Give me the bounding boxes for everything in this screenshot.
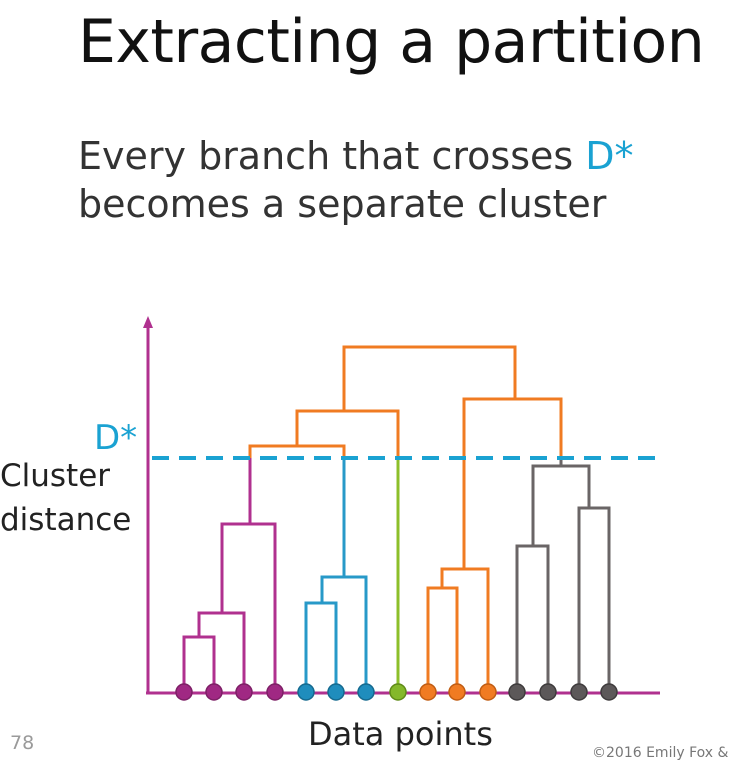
x-axis-label: Data points [308,715,493,753]
data-point [448,683,466,701]
data-point [389,683,407,701]
cluster-orange [248,345,563,692]
data-point [419,683,437,701]
data-point [357,683,375,701]
data-point [539,683,557,701]
data-point [508,683,526,701]
cluster-purple [182,458,277,692]
data-point [600,683,618,701]
cluster-gray [515,458,611,692]
cluster-blue [304,458,368,692]
data-point [235,683,253,701]
data-point [297,683,315,701]
threshold-label: D* [94,418,138,458]
y-axis-label: Cluster distance [0,454,131,542]
data-point [205,683,223,701]
data-point [327,683,345,701]
data-point [570,683,588,701]
subtitle-prefix: Every branch that crosses [78,134,586,178]
data-point [479,683,497,701]
subtitle-highlight: D* [585,134,634,178]
subtitle-line-2: becomes a separate cluster [78,182,607,226]
slide-subtitle: Every branch that crosses D* becomes a s… [78,132,634,228]
data-points [175,683,618,701]
y-axis-arrowhead [143,316,153,328]
axes [143,316,660,695]
copyright-notice: ©2016 Emily Fox & [592,745,729,761]
y-axis-label-line-2: distance [0,502,132,538]
slide-title: Extracting a partition [78,7,705,77]
data-point [175,683,193,701]
subtitle-line-1: Every branch that crosses D* [78,132,634,180]
data-point [266,683,284,701]
page-number: 78 [10,732,35,754]
y-axis-label-line-1: Cluster [0,458,111,494]
